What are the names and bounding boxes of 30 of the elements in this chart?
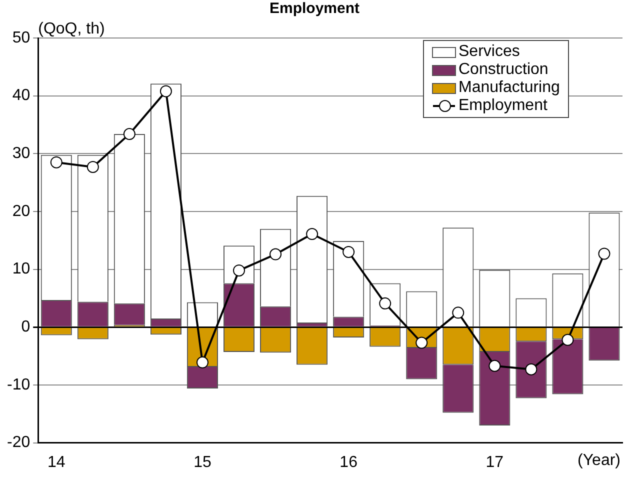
y-tick-label: 10 <box>12 260 30 278</box>
y-tick-label: 40 <box>12 87 30 104</box>
legend-label: Construction <box>458 61 548 79</box>
y-tick-label: -20 <box>7 434 30 452</box>
point <box>160 85 172 98</box>
point <box>86 160 99 173</box>
point <box>342 246 355 258</box>
x-axis-title: (Year) <box>578 452 620 470</box>
point <box>270 248 282 260</box>
point <box>452 306 464 319</box>
point <box>196 356 208 368</box>
y-tick-label: -10 <box>7 376 30 394</box>
x-tick-label: 14 <box>47 454 66 471</box>
x-tick-label: 17 <box>486 454 504 471</box>
y-axis-title: (QoQ, th) <box>38 20 105 38</box>
point <box>488 360 501 372</box>
point <box>562 334 574 346</box>
y-tick-label: 30 <box>12 145 30 162</box>
point <box>123 128 136 140</box>
y-tick-label: 50 <box>12 29 30 46</box>
y-tick-label: 20 <box>12 202 30 220</box>
x-tick-label: 16 <box>340 454 358 471</box>
chart-title: Employment <box>268 0 360 18</box>
legend-label: Manufacturing <box>458 79 560 97</box>
legend-label: Services <box>458 43 520 61</box>
legend-label: Employment <box>458 97 548 115</box>
y-tick-label: 0 <box>21 318 30 336</box>
point <box>525 363 538 376</box>
point <box>306 228 318 240</box>
x-tick-label: 15 <box>194 454 212 471</box>
